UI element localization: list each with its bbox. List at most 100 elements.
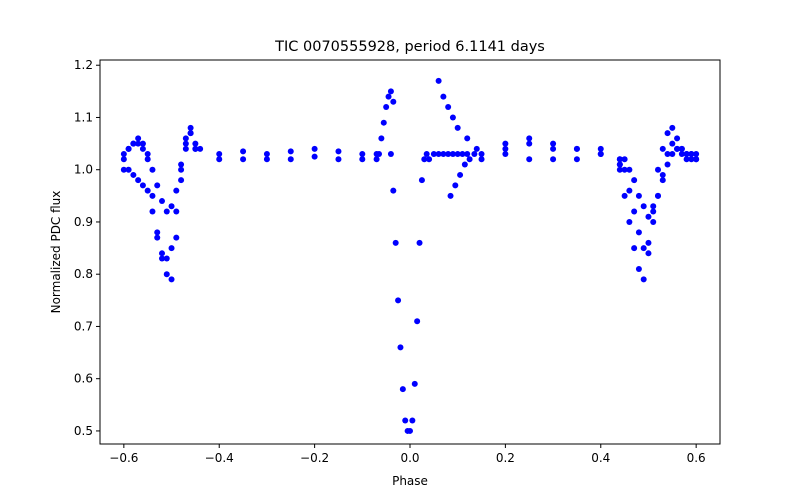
data-point — [645, 250, 652, 257]
data-point — [674, 135, 681, 142]
data-point — [407, 427, 413, 434]
x-tick-label: 0.2 — [496, 451, 515, 465]
x-tick-label: 0.6 — [687, 451, 706, 465]
data-point — [154, 229, 161, 236]
data-point — [635, 265, 642, 272]
data-point — [664, 151, 671, 158]
data-point — [550, 145, 557, 152]
y-axis-label: Normalized PDC flux — [49, 191, 63, 314]
data-point — [454, 151, 461, 158]
data-point — [139, 140, 146, 147]
data-point — [655, 166, 661, 173]
data-point — [621, 166, 628, 173]
data-point — [287, 156, 294, 163]
data-point — [669, 124, 676, 131]
data-point — [550, 140, 557, 147]
data-point — [683, 156, 690, 163]
data-point — [449, 151, 456, 158]
data-point — [159, 255, 165, 262]
data-point — [130, 140, 137, 147]
data-point — [452, 182, 459, 189]
data-point — [693, 151, 700, 158]
data-point — [397, 344, 404, 351]
data-point — [459, 151, 466, 158]
y-axis: 0.5 0.6 0.7 0.8 0.9 1.0 1.1 1.2 — [74, 58, 100, 438]
data-point — [139, 145, 146, 152]
data-point — [640, 245, 647, 252]
data-point — [159, 198, 165, 205]
x-tick-label: −0.4 — [205, 451, 234, 465]
data-point — [390, 98, 397, 105]
data-point — [178, 166, 185, 173]
data-point — [159, 250, 165, 257]
data-point — [387, 151, 394, 158]
data-point — [163, 208, 170, 215]
data-point — [120, 166, 127, 173]
data-point — [390, 187, 397, 194]
data-point — [616, 156, 623, 163]
data-point — [626, 187, 633, 194]
data-point — [173, 208, 180, 215]
data-point — [621, 156, 628, 163]
data-point — [139, 182, 146, 189]
data-point — [626, 166, 633, 173]
data-point — [149, 166, 156, 173]
data-point — [631, 177, 638, 184]
data-point — [659, 171, 666, 178]
data-point — [335, 156, 342, 163]
data-point — [182, 140, 189, 147]
data-point — [473, 145, 480, 152]
data-point — [125, 145, 132, 152]
data-point — [464, 151, 471, 158]
data-point — [430, 151, 437, 158]
data-point — [502, 145, 509, 152]
data-point — [385, 93, 392, 100]
data-point — [240, 148, 247, 155]
data-point — [640, 276, 647, 283]
data-point — [664, 130, 671, 137]
data-point — [163, 255, 170, 262]
data-point — [154, 234, 161, 241]
y-tick-label: 0.8 — [74, 267, 93, 281]
data-point — [373, 156, 380, 163]
data-point — [631, 208, 638, 215]
data-point — [402, 417, 409, 424]
y-tick-label: 1.1 — [74, 110, 93, 124]
data-point — [216, 156, 223, 163]
data-point — [409, 417, 416, 424]
data-point — [631, 245, 638, 252]
data-point — [154, 182, 161, 189]
data-point — [655, 192, 661, 199]
data-point — [502, 151, 509, 158]
data-point — [130, 171, 137, 178]
data-point — [664, 161, 671, 168]
data-point — [135, 140, 142, 147]
data-point — [168, 245, 175, 252]
data-point — [263, 151, 270, 158]
data-point — [411, 380, 418, 387]
data-point — [125, 166, 132, 173]
data-point — [216, 151, 223, 158]
x-axis: −0.6 −0.4 −0.2 0.0 0.2 0.4 0.6 — [109, 444, 706, 465]
data-point — [688, 156, 695, 163]
data-point — [616, 166, 623, 173]
data-point — [135, 177, 142, 184]
data-point — [478, 156, 485, 163]
data-point — [650, 203, 657, 210]
data-point — [311, 145, 318, 152]
data-point — [168, 276, 175, 283]
data-point — [526, 135, 533, 142]
x-axis-label: Phase — [392, 474, 428, 488]
data-point — [416, 239, 423, 246]
data-point — [144, 151, 151, 158]
data-point — [659, 177, 666, 184]
data-point — [376, 151, 382, 158]
data-point — [399, 386, 406, 393]
data-point — [392, 239, 399, 246]
data-point — [178, 177, 185, 184]
data-point — [380, 119, 387, 126]
data-point — [526, 140, 533, 147]
data-point — [645, 213, 652, 220]
data-point — [693, 156, 700, 163]
